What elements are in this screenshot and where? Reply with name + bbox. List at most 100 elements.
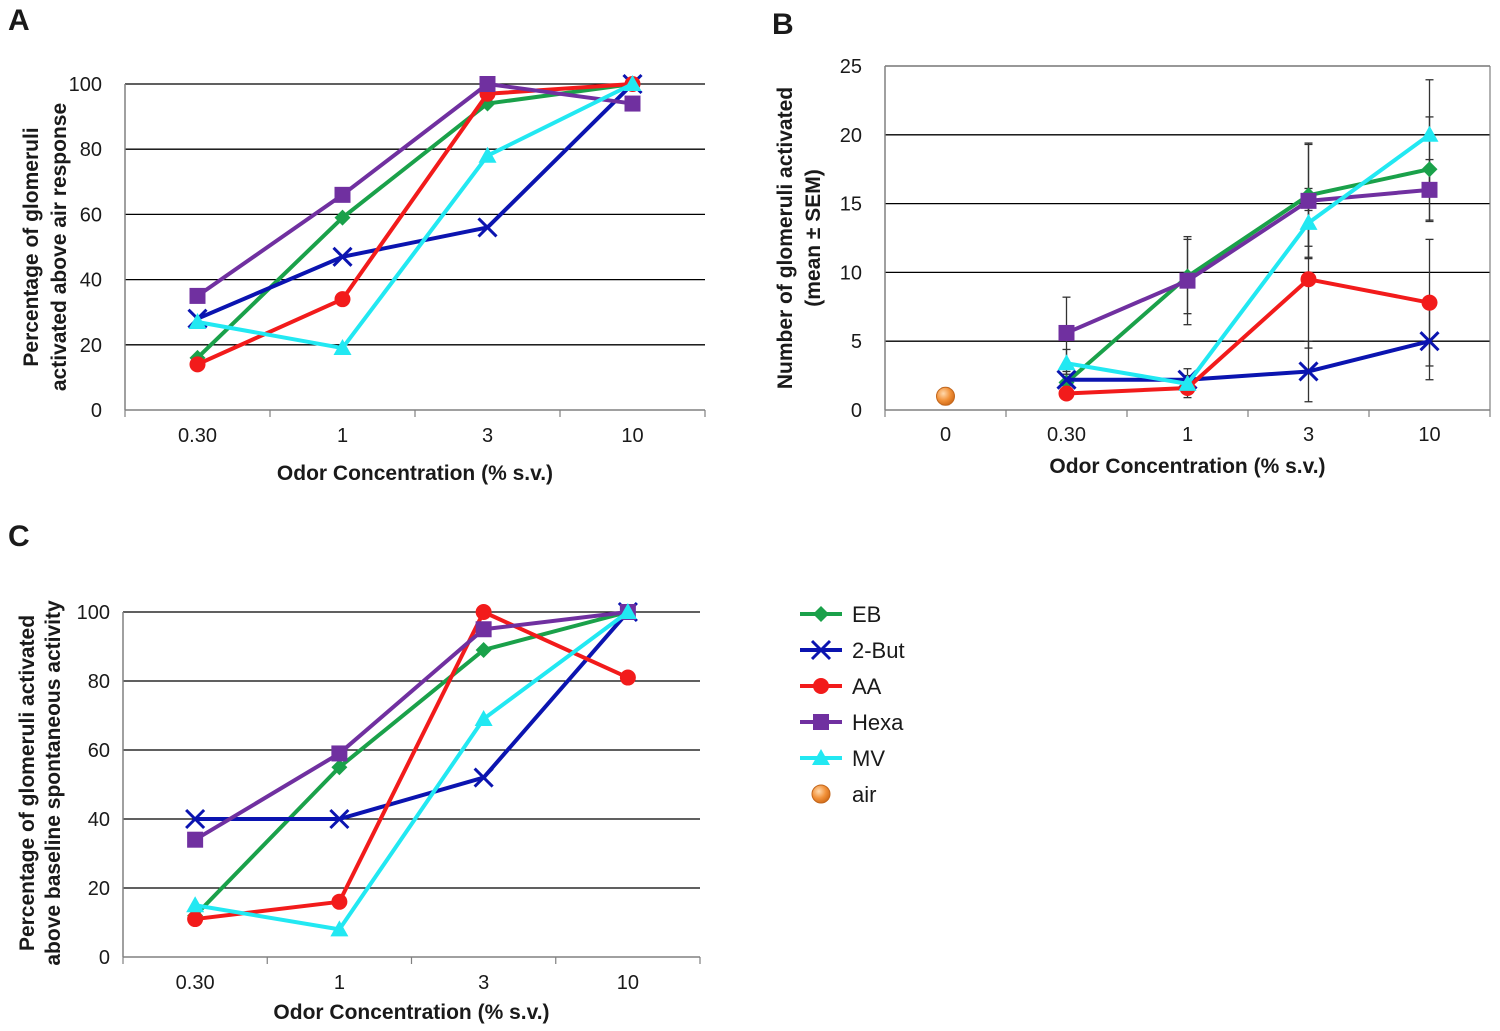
legend-entry-mv: MV <box>800 746 885 771</box>
legend-label: air <box>852 782 876 807</box>
data-point-2-but <box>329 808 350 830</box>
x-tick-label: 1 <box>334 972 345 994</box>
y-axis-title: above baseline spontaneous activity <box>42 600 65 966</box>
data-point-hexa <box>479 76 496 92</box>
x-tick-label: 0.30 <box>178 425 217 447</box>
series-mv <box>186 603 637 937</box>
y-tick-label: 5 <box>851 331 862 353</box>
y-tick-label: 80 <box>80 139 102 161</box>
y-axis-title: Number of glomeruli activated <box>774 87 797 389</box>
series-line-aa <box>194 610 629 922</box>
series-2-but <box>185 601 638 830</box>
data-point-eb <box>334 209 351 226</box>
data-point-mv <box>1057 354 1076 371</box>
y-tick-label: 80 <box>88 671 110 693</box>
legend-label: EB <box>852 602 881 627</box>
data-point-2-but <box>473 767 494 788</box>
series-air <box>936 386 955 406</box>
y-tick-label: 40 <box>88 809 110 831</box>
data-point-aa <box>331 893 348 910</box>
data-point-hexa <box>1058 324 1075 341</box>
series-line-mv <box>1066 133 1431 386</box>
data-point-2-but <box>1298 361 1319 382</box>
y-tick-label: 60 <box>80 204 102 226</box>
legend-marker-2-but <box>810 639 832 661</box>
legend-entry-air: air <box>811 782 876 807</box>
x-tick-label: 1 <box>1182 424 1193 446</box>
data-point-mv <box>188 312 207 329</box>
legend-label: Hexa <box>852 710 904 735</box>
x-tick-label: 0.30 <box>176 972 215 994</box>
data-point-mv <box>623 75 642 91</box>
data-point-eb <box>475 641 492 658</box>
data-point-hexa <box>334 186 351 203</box>
x-tick-label: 10 <box>617 972 639 994</box>
data-point-aa <box>619 669 636 686</box>
data-point-mv <box>474 709 493 726</box>
data-point-hexa <box>1179 272 1196 289</box>
series-line-aa <box>1066 277 1430 396</box>
x-tick-label: 0.30 <box>1047 424 1086 446</box>
y-tick-label: 0 <box>851 400 862 422</box>
y-tick-label: 15 <box>840 194 862 216</box>
data-point-mv <box>618 603 637 619</box>
legend-label: AA <box>852 674 882 699</box>
x-axis-title: Odor Concentration (% s.v.) <box>1049 455 1325 478</box>
data-point-aa <box>334 291 351 308</box>
x-axis-title: Odor Concentration (% s.v.) <box>277 462 553 485</box>
series-line-hexa <box>196 82 633 298</box>
series-line-mv <box>194 610 630 932</box>
y-tick-label: 0 <box>99 947 110 969</box>
series-eb <box>189 76 641 366</box>
data-point-2-but <box>185 808 206 830</box>
legend-marker-mv <box>812 749 830 765</box>
y-tick-label: 20 <box>88 878 110 900</box>
y-tick-label: 0 <box>91 400 102 422</box>
data-point-hexa <box>475 621 492 638</box>
series-aa <box>187 604 636 928</box>
series-line-eb <box>193 610 629 917</box>
series-mv <box>1057 125 1439 391</box>
data-point-mv <box>478 146 497 163</box>
data-point-mv <box>333 339 352 356</box>
data-point-hexa <box>189 287 206 304</box>
series-line-2-but <box>1066 339 1430 382</box>
series-line-aa <box>196 82 633 367</box>
y-axis-title: (mean ± SEM) <box>802 169 825 307</box>
series-mv <box>188 75 642 356</box>
series-aa <box>1058 271 1438 402</box>
x-tick-label: 3 <box>478 972 489 994</box>
y-tick-label: 20 <box>840 125 862 147</box>
data-point-2-but <box>332 246 353 267</box>
data-point-mv <box>1178 374 1197 391</box>
data-point-mv <box>1420 125 1439 142</box>
data-point-eb <box>331 759 348 776</box>
data-point-mv <box>186 896 205 913</box>
y-axis-title: Percentage of glomeruli <box>20 127 43 366</box>
panel-b: B 0 5 10 15 20 25 0 0.30 1 3 10 Odor Concentration (… <box>772 8 1491 478</box>
y-tick-label: 100 <box>77 602 110 624</box>
data-point-aa <box>1421 294 1438 311</box>
series-line-eb <box>196 82 633 360</box>
x-tick-label: 10 <box>621 425 643 447</box>
data-point-hexa <box>187 831 204 848</box>
series-line-2-but <box>196 82 634 321</box>
legend-marker-hexa <box>813 714 829 730</box>
series-hexa <box>189 76 641 304</box>
data-point-hexa <box>624 95 641 112</box>
y-tick-label: 100 <box>69 74 102 96</box>
data-point-aa <box>1058 385 1075 402</box>
legend-marker-eb <box>813 606 829 622</box>
panel-letter: A <box>8 4 30 37</box>
y-axis-title: Percentage of glomeruli activated <box>16 615 39 951</box>
y-tick-label: 20 <box>80 335 102 357</box>
series-line-hexa <box>1065 187 1430 335</box>
series-aa <box>189 76 641 373</box>
data-point-hexa <box>1300 192 1317 209</box>
panel-letter: B <box>772 8 794 41</box>
panel-c: C 0 20 40 60 80 100 0.30 1 3 10 Odor Concentration … <box>8 520 701 1024</box>
legend-entry-hexa: Hexa <box>800 710 904 735</box>
data-point-2-but <box>1419 331 1440 352</box>
legend-marker-air <box>811 784 831 804</box>
